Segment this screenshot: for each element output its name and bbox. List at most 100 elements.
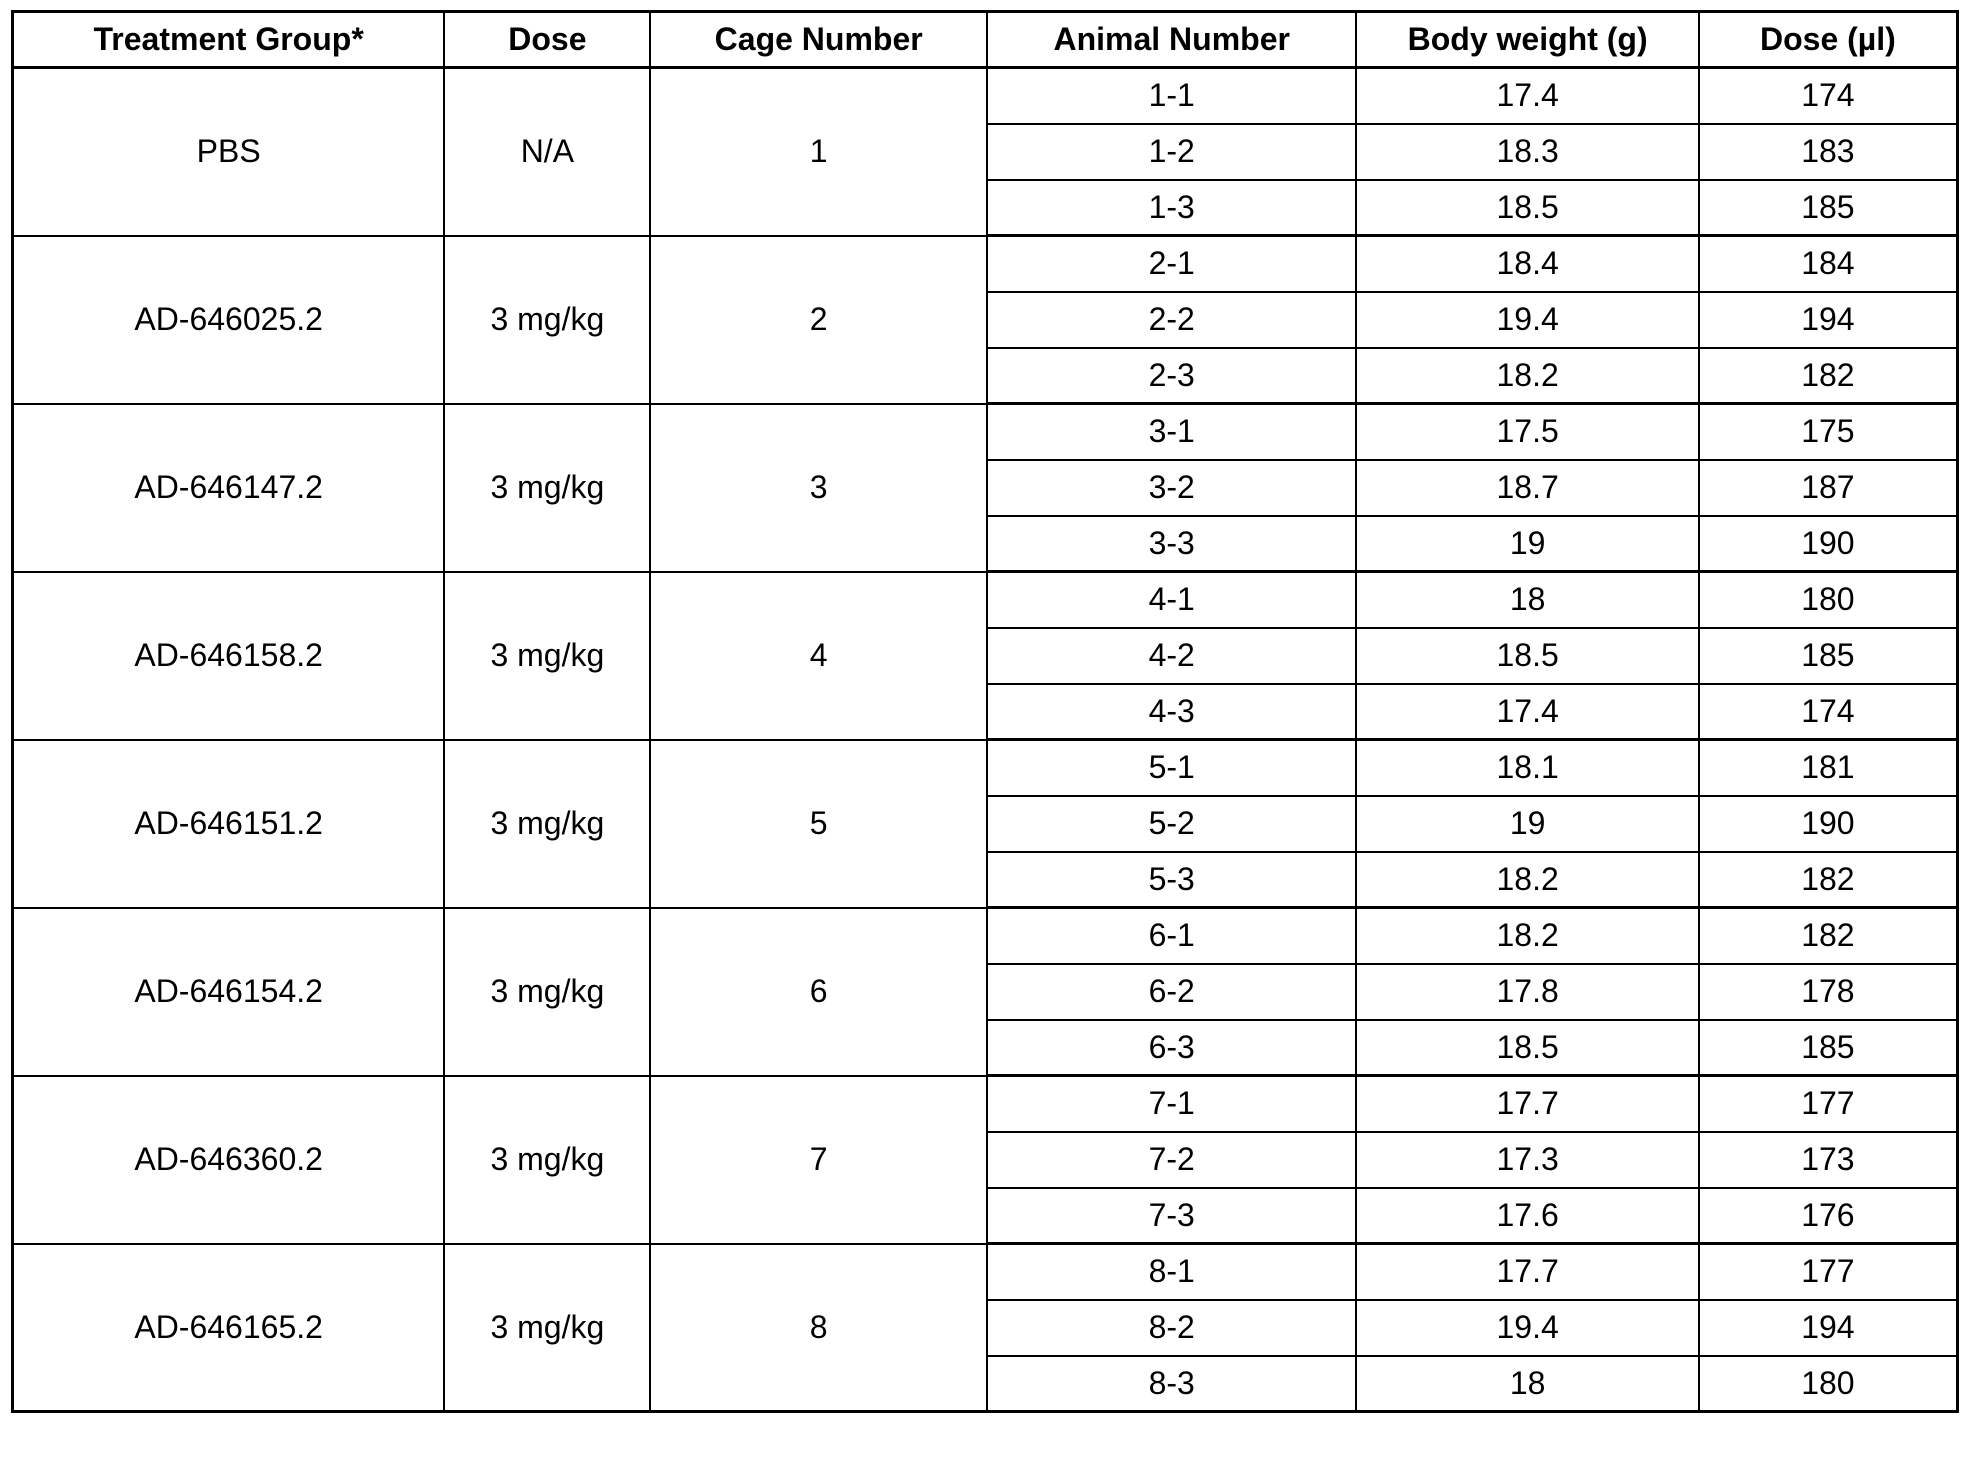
- animal-row: 3-2 18.7 187: [13, 458, 1959, 517]
- body-weight-cell: 19: [1355, 794, 1700, 853]
- dose-ul-cell: 173: [1697, 1130, 1959, 1189]
- treatment-group-cell: AD-646360.2: [11, 1074, 446, 1245]
- dose-cell: 3 mg/kg: [443, 738, 652, 909]
- animal-number-cell: 8-3: [985, 1354, 1358, 1413]
- animal-row: 1-2 18.3 183: [13, 122, 1959, 181]
- dose-ul-cell: 182: [1697, 346, 1959, 405]
- dose-ul-cell: 190: [1697, 514, 1959, 573]
- animal-number-cell: 3-1: [985, 402, 1358, 461]
- animal-number-cell: 1-3: [985, 178, 1358, 237]
- dose-ul-cell: 174: [1697, 682, 1959, 741]
- animal-row: 4-3 17.4 174: [13, 682, 1959, 741]
- body-weight-cell: 17.3: [1355, 1130, 1700, 1189]
- body-weight-cell: 19: [1355, 514, 1700, 573]
- animal-row: 7-3 17.6 176: [13, 1186, 1959, 1245]
- body-weight-cell: 17.4: [1355, 66, 1700, 125]
- treatment-group-cell: AD-646025.2: [11, 234, 446, 405]
- dose-ul-cell: 175: [1697, 402, 1959, 461]
- cage-number-cell: 5: [649, 738, 988, 909]
- dose-ul-cell: 174: [1697, 66, 1959, 125]
- animal-row: 4-2 18.5 185: [13, 626, 1959, 685]
- body-weight-cell: 17.7: [1355, 1074, 1700, 1133]
- header-row: Treatment Group* Dose Cage Number Animal…: [11, 10, 1959, 69]
- dose-cell: N/A: [443, 66, 652, 237]
- animal-row: 6-3 18.5 185: [13, 1018, 1959, 1077]
- animal-row: AD-646151.2 3 mg/kg 5 5-1 18.1 181: [11, 738, 1959, 909]
- cage-number-cell: 1: [649, 66, 988, 237]
- animal-number-cell: 2-2: [985, 290, 1358, 349]
- dosing-table: Treatment Group* Dose Cage Number Animal…: [11, 10, 1959, 1413]
- animal-row: AD-646025.2 3 mg/kg 2 2-1 18.4 184: [11, 234, 1959, 405]
- animal-number-cell: 2-3: [985, 346, 1358, 405]
- animal-number-cell: 6-3: [985, 1018, 1358, 1077]
- animal-row: 6-2 17.8 178: [13, 962, 1959, 1021]
- animal-row: AD-646360.2 3 mg/kg 7 7-1 17.7 177: [11, 1074, 1959, 1245]
- animal-row: PBS N/A 1 1-1 17.4 174: [11, 66, 1959, 237]
- header-treatment-group: Treatment Group*: [11, 10, 446, 69]
- dose-ul-cell: 181: [1697, 738, 1959, 797]
- animal-number-cell: 1-1: [985, 66, 1358, 125]
- body-weight-cell: 18.5: [1355, 1018, 1700, 1077]
- dose-ul-cell: 185: [1697, 626, 1959, 685]
- animal-row: 2-3 18.2 182: [13, 346, 1959, 405]
- animal-row: 7-2 17.3 173: [13, 1130, 1959, 1189]
- animal-row: 5-2 19 190: [13, 794, 1959, 853]
- animal-row: 3-3 19 190: [13, 514, 1959, 573]
- animal-number-cell: 5-3: [985, 850, 1358, 909]
- body-weight-cell: 17.4: [1355, 682, 1700, 741]
- dose-ul-cell: 176: [1697, 1186, 1959, 1245]
- body-weight-cell: 17.5: [1355, 402, 1700, 461]
- table-header: Treatment Group* Dose Cage Number Animal…: [11, 10, 1959, 69]
- body-weight-cell: 18.4: [1355, 234, 1700, 293]
- animal-number-cell: 2-1: [985, 234, 1358, 293]
- body-weight-cell: 18.2: [1355, 850, 1700, 909]
- animal-number-cell: 7-3: [985, 1186, 1358, 1245]
- treatment-group-cell: AD-646147.2: [11, 402, 446, 573]
- animal-number-cell: 4-3: [985, 682, 1358, 741]
- cage-number-cell: 3: [649, 402, 988, 573]
- animal-number-cell: 3-3: [985, 514, 1358, 573]
- table-body: PBS N/A 1 1-1 17.4 174 1-2 18.3 183 1-3 18.5 185 AD-…: [11, 66, 1959, 1413]
- cage-number-cell: 8: [649, 1242, 988, 1413]
- animal-row: 5-3 18.2 182: [13, 850, 1959, 909]
- cage-number-cell: 4: [649, 570, 988, 741]
- dose-ul-cell: 187: [1697, 458, 1959, 517]
- header-dose-ul: Dose (µl): [1697, 10, 1959, 69]
- body-weight-cell: 17.6: [1355, 1186, 1700, 1245]
- dose-ul-cell: 180: [1697, 1354, 1959, 1413]
- body-weight-cell: 18.2: [1355, 346, 1700, 405]
- dose-cell: 3 mg/kg: [443, 1074, 652, 1245]
- body-weight-cell: 18.5: [1355, 626, 1700, 685]
- header-animal-number: Animal Number: [985, 10, 1358, 69]
- dose-ul-cell: 182: [1697, 850, 1959, 909]
- treatment-group-cell: AD-646154.2: [11, 906, 446, 1077]
- body-weight-cell: 18.2: [1355, 906, 1700, 965]
- animal-row: 2-2 19.4 194: [13, 290, 1959, 349]
- body-weight-cell: 18: [1355, 570, 1700, 629]
- body-weight-cell: 18: [1355, 1354, 1700, 1413]
- dose-cell: 3 mg/kg: [443, 570, 652, 741]
- animal-number-cell: 7-1: [985, 1074, 1358, 1133]
- treatment-group-cell: AD-646151.2: [11, 738, 446, 909]
- animal-number-cell: 6-2: [985, 962, 1358, 1021]
- dose-ul-cell: 185: [1697, 1018, 1959, 1077]
- dose-ul-cell: 194: [1697, 290, 1959, 349]
- animal-number-cell: 3-2: [985, 458, 1358, 517]
- dose-cell: 3 mg/kg: [443, 1242, 652, 1413]
- cage-number-cell: 2: [649, 234, 988, 405]
- header-cage-number: Cage Number: [649, 10, 988, 69]
- animal-number-cell: 7-2: [985, 1130, 1358, 1189]
- body-weight-cell: 19.4: [1355, 290, 1700, 349]
- animal-row: 8-3 18 180: [13, 1354, 1959, 1413]
- dose-ul-cell: 194: [1697, 1298, 1959, 1357]
- dose-ul-cell: 182: [1697, 906, 1959, 965]
- animal-number-cell: 6-1: [985, 906, 1358, 965]
- dose-cell: 3 mg/kg: [443, 906, 652, 1077]
- animal-row: 8-2 19.4 194: [13, 1298, 1959, 1357]
- body-weight-cell: 18.3: [1355, 122, 1700, 181]
- animal-row: AD-646154.2 3 mg/kg 6 6-1 18.2 182: [11, 906, 1959, 1077]
- header-body-weight: Body weight (g): [1355, 10, 1700, 69]
- cage-number-cell: 6: [649, 906, 988, 1077]
- treatment-group-cell: AD-646158.2: [11, 570, 446, 741]
- animal-number-cell: 5-2: [985, 794, 1358, 853]
